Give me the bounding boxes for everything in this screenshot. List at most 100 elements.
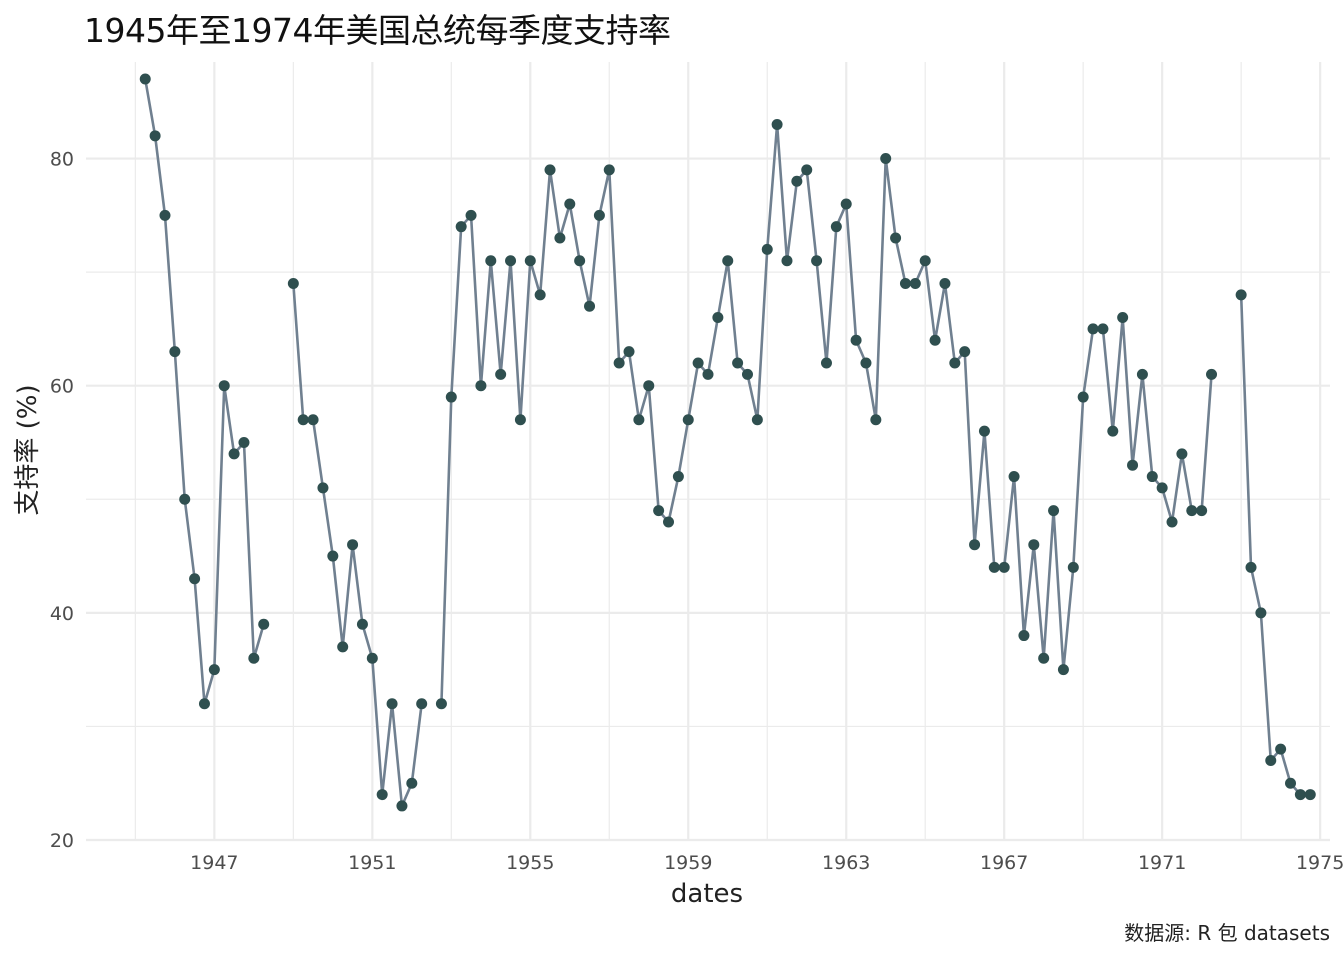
- data-point: [307, 414, 319, 426]
- data-point: [1255, 607, 1267, 619]
- data-point: [169, 346, 181, 358]
- data-point: [1176, 448, 1188, 460]
- data-point: [712, 312, 724, 324]
- x-tick-label: 1955: [506, 852, 554, 874]
- data-point: [751, 414, 763, 426]
- series-line-segment: [143, 78, 265, 706]
- x-tick-label: 1967: [980, 852, 1028, 874]
- data-point: [1018, 630, 1030, 642]
- data-point: [1235, 289, 1247, 301]
- data-point: [1067, 561, 1079, 573]
- data-point: [949, 357, 961, 369]
- data-point: [386, 698, 398, 710]
- data-point: [801, 164, 813, 176]
- y-tick-label: 60: [50, 376, 74, 398]
- data-point: [208, 664, 220, 676]
- data-point: [1294, 789, 1306, 801]
- data-point: [741, 368, 753, 380]
- data-point: [1245, 561, 1257, 573]
- data-point: [366, 652, 378, 664]
- data-point: [899, 277, 911, 289]
- data-point: [811, 255, 823, 267]
- x-tick-label: 1951: [348, 852, 396, 874]
- data-point: [149, 130, 161, 142]
- data-point: [218, 380, 230, 392]
- x-tick-label: 1959: [664, 852, 712, 874]
- data-point: [939, 277, 951, 289]
- data-point: [791, 175, 803, 187]
- data-point: [1285, 777, 1297, 789]
- y-tick-label: 80: [50, 149, 74, 171]
- data-point: [1186, 505, 1198, 517]
- x-tick-label: 1963: [822, 852, 870, 874]
- y-axis-ticks: 20 40 60 80: [50, 149, 74, 852]
- data-point: [228, 448, 240, 460]
- x-tick-label: 1975: [1296, 852, 1344, 874]
- data-point: [1008, 471, 1020, 483]
- data-point: [880, 153, 892, 165]
- data-point: [406, 777, 418, 789]
- data-point: [465, 209, 477, 221]
- data-point: [287, 277, 299, 289]
- data-point: [682, 414, 694, 426]
- data-point: [534, 289, 546, 301]
- data-point: [702, 368, 714, 380]
- data-point: [317, 482, 329, 494]
- series-points: [139, 73, 1316, 812]
- data-point: [643, 380, 655, 392]
- data-point: [781, 255, 793, 267]
- data-point: [603, 164, 615, 176]
- data-point: [1097, 323, 1109, 335]
- data-point: [988, 561, 1000, 573]
- data-point: [761, 243, 773, 255]
- data-point: [297, 414, 309, 426]
- data-point: [959, 346, 971, 358]
- data-point: [347, 539, 359, 551]
- data-source-caption: 数据源: R 包 datasets: [1124, 921, 1330, 945]
- data-point: [860, 357, 872, 369]
- data-point: [1275, 743, 1287, 755]
- data-point: [672, 471, 684, 483]
- x-tick-label: 1971: [1138, 852, 1186, 874]
- data-point: [870, 414, 882, 426]
- data-point: [722, 255, 734, 267]
- data-point: [919, 255, 931, 267]
- data-point: [663, 516, 675, 528]
- series-line-segment: [292, 283, 423, 808]
- data-point: [820, 357, 832, 369]
- data-point: [396, 800, 408, 812]
- data-point: [653, 505, 665, 517]
- data-point: [1048, 505, 1060, 517]
- data-point: [771, 118, 783, 130]
- data-point: [830, 221, 842, 233]
- y-tick-label: 20: [50, 830, 74, 852]
- data-point: [455, 221, 467, 233]
- data-point: [356, 618, 368, 630]
- data-point: [613, 357, 625, 369]
- series-line-segment: [1239, 294, 1311, 796]
- data-point: [198, 698, 210, 710]
- data-point: [633, 414, 645, 426]
- data-point: [1304, 789, 1316, 801]
- data-point: [416, 698, 428, 710]
- data-point: [159, 209, 171, 221]
- data-point: [1038, 652, 1050, 664]
- x-tick-label: 1947: [190, 852, 238, 874]
- x-axis-title: dates: [671, 879, 743, 909]
- data-point: [850, 334, 862, 346]
- data-point: [1146, 471, 1158, 483]
- data-point: [485, 255, 497, 267]
- data-point: [1196, 505, 1208, 517]
- data-point: [139, 73, 151, 85]
- data-point: [1107, 425, 1119, 437]
- data-point: [258, 618, 270, 630]
- data-point: [1117, 312, 1129, 324]
- data-point: [564, 198, 576, 210]
- data-point: [1136, 368, 1148, 380]
- data-point: [238, 436, 250, 448]
- data-point: [505, 255, 517, 267]
- data-point: [475, 380, 487, 392]
- data-point: [554, 232, 566, 244]
- data-point: [732, 357, 744, 369]
- data-point: [376, 789, 388, 801]
